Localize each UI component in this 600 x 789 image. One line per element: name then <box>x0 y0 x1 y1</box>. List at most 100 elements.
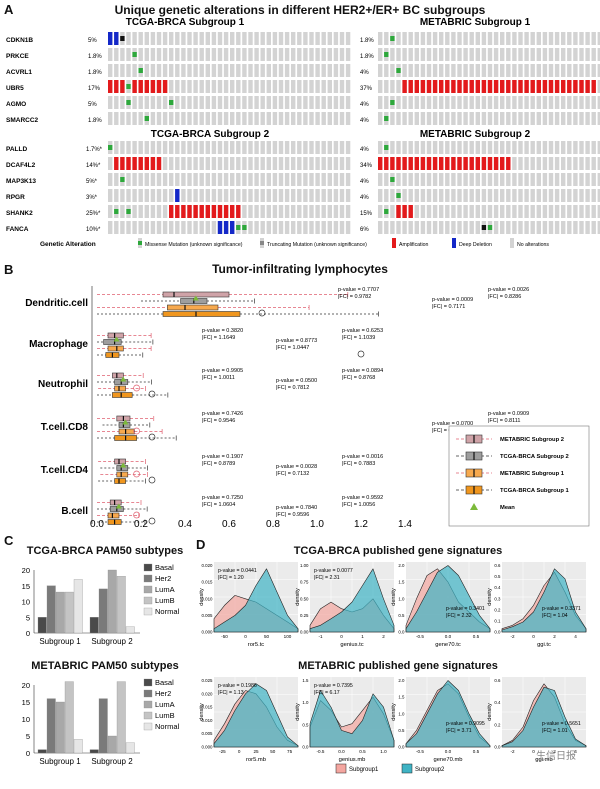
tcga2-cell <box>278 221 284 234</box>
metabric2-cell <box>408 189 413 202</box>
tcga2-cell <box>114 221 119 234</box>
metabric2-amp <box>487 157 493 170</box>
y-tick-label: 0.0 <box>494 745 501 750</box>
metabric2-cell <box>597 189 600 202</box>
tcga2-cell <box>333 157 339 170</box>
tcga2-cell <box>260 141 265 154</box>
tcga2-cell <box>284 205 290 218</box>
metabric2-cell <box>481 189 487 202</box>
metabric1-amp <box>573 80 578 93</box>
metabric1-cell <box>554 112 560 125</box>
tcga2-cell <box>327 173 332 186</box>
row-label: Macrophage <box>29 339 88 350</box>
tcga2-cell <box>254 189 259 202</box>
tcga1-cell <box>278 80 284 93</box>
metabric1-cell <box>548 32 554 45</box>
metabric1-cell <box>597 80 600 93</box>
tcga1-cell <box>162 48 168 61</box>
legend-text: Subgroup1 <box>349 767 379 773</box>
bar-normal <box>125 742 135 754</box>
watermark: 生信日报 <box>536 749 576 762</box>
metabric2-cell <box>506 189 511 202</box>
metabric1-cell <box>542 96 548 109</box>
metabric2-cell <box>457 173 462 186</box>
tcga1-cell <box>126 112 131 125</box>
tcga1-cell <box>260 48 265 61</box>
x-tick-label: 4 <box>574 634 577 639</box>
y-tick-label: 20 <box>22 566 30 575</box>
tcga2-cell <box>108 157 113 170</box>
tcga1-cell <box>181 64 186 77</box>
metabric2-mis <box>384 145 389 150</box>
tcga2-cell <box>266 205 271 218</box>
y-tick-label: 2.0 <box>398 678 405 683</box>
metabric2-cell <box>469 141 474 154</box>
tcga2-cell <box>162 173 168 186</box>
x-tick-label: 0.0 <box>445 634 452 639</box>
tcga1-cell <box>205 64 210 77</box>
x-axis-label: genius.tc <box>340 642 363 648</box>
tcga1-cell <box>309 96 314 109</box>
metabric2-cell <box>573 173 578 186</box>
metabric2-cell <box>591 205 596 218</box>
tcga1-cell <box>175 96 180 109</box>
tcga1-cell <box>223 96 229 109</box>
legend-swatch <box>452 238 456 248</box>
tcga2-cell <box>138 189 143 202</box>
metabric1-cell <box>414 48 419 61</box>
metabric1-amp <box>463 80 468 93</box>
metabric1-cell <box>378 64 383 77</box>
tcga1-cell <box>284 112 290 125</box>
tcga1-cell <box>321 32 326 45</box>
tcga1-cell <box>223 112 229 125</box>
tcga2-cell <box>291 157 296 170</box>
x-tick-label: 1.2 <box>354 519 368 530</box>
box-metabric-subgroup-1 <box>167 304 219 311</box>
metabric2-amp <box>408 205 413 218</box>
metabric1-cell <box>451 64 456 77</box>
metabric2-cell <box>414 221 419 234</box>
metabric2-cell <box>487 205 493 218</box>
box-metabric-subgroup-1 <box>107 345 124 352</box>
tcga1-cell <box>162 64 168 77</box>
tcga2-cell <box>309 141 314 154</box>
tcga1-cell <box>205 96 210 109</box>
metabric1-cell <box>554 96 560 109</box>
gene-pct: 5% <box>88 38 97 44</box>
tcga1-cell <box>126 32 131 45</box>
tcga2-cell <box>138 173 143 186</box>
x-axis-label: gene70.tc <box>435 642 461 648</box>
metabric2-cell <box>524 141 529 154</box>
tcga1-cell <box>138 32 143 45</box>
metabric2-amp <box>390 157 395 170</box>
x-tick-label: 0.6 <box>222 519 236 530</box>
tcga1-cell <box>211 32 217 45</box>
tcga1-cell <box>223 80 229 93</box>
stat-pvalue: p-value = 0.0894 <box>342 368 383 374</box>
metabric2-cell <box>414 205 419 218</box>
tcga2-cell <box>156 189 162 202</box>
tcga2-cell <box>181 221 186 234</box>
tcga1-cell <box>315 64 320 77</box>
metabric1-cell <box>542 48 548 61</box>
metabric1-amp <box>457 80 462 93</box>
tcga2-cell <box>199 189 204 202</box>
tcga1-cell <box>138 96 143 109</box>
tcga1-cell <box>260 32 265 45</box>
tcga1-amp <box>120 80 125 93</box>
metabric1-cell <box>384 80 389 93</box>
legend-text: Her2 <box>155 574 171 583</box>
tcga2-cell <box>211 173 217 186</box>
tcga2-cell <box>278 205 284 218</box>
tcga1-amp <box>156 80 162 93</box>
tcga2-cell <box>144 141 149 154</box>
metabric1-cell <box>530 32 535 45</box>
tcga2-cell <box>242 189 247 202</box>
mean-marker <box>192 295 199 301</box>
tcga2-cell <box>345 173 351 186</box>
bar-normal <box>73 739 83 754</box>
tcga1-cell <box>150 112 156 125</box>
tcga1-cell <box>187 32 192 45</box>
tcga2-cell <box>230 189 235 202</box>
metabric1-cell <box>457 112 462 125</box>
